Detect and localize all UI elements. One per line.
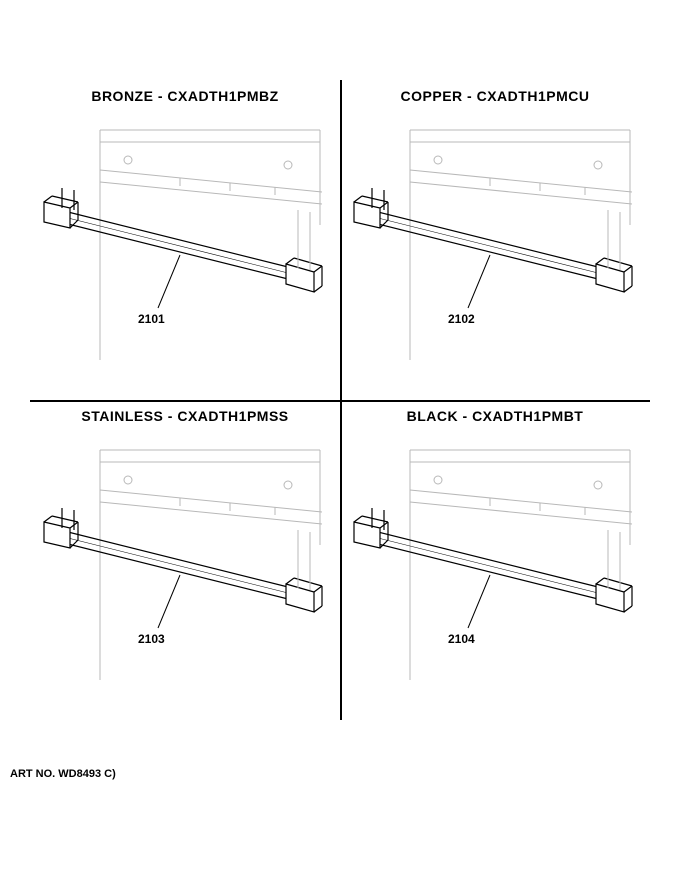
cell-black: BLACK - CXADTH1PMBT 2104 <box>340 400 650 720</box>
cell-bronze: BRONZE - CXADTH1PMBZ 2101 <box>30 80 340 400</box>
cell-title: COPPER - CXADTH1PMCU <box>340 88 650 104</box>
part-number-label: 2101 <box>138 312 165 326</box>
cell-title: BRONZE - CXADTH1PMBZ <box>30 88 340 104</box>
diagram-grid: BRONZE - CXADTH1PMBZ 2101 COPPER - CXADT… <box>30 80 650 720</box>
part-number-label: 2104 <box>448 632 475 646</box>
handle-drawing <box>340 430 650 720</box>
part-number-label: 2102 <box>448 312 475 326</box>
cell-title: BLACK - CXADTH1PMBT <box>340 408 650 424</box>
part-number-label: 2103 <box>138 632 165 646</box>
handle-drawing <box>340 110 650 400</box>
handle-drawing <box>30 110 340 400</box>
handle-drawing <box>30 430 340 720</box>
cell-stainless: STAINLESS - CXADTH1PMSS 2103 <box>30 400 340 720</box>
cell-title: STAINLESS - CXADTH1PMSS <box>30 408 340 424</box>
art-number: ART NO. WD8493 C) <box>10 768 116 780</box>
cell-copper: COPPER - CXADTH1PMCU 2102 <box>340 80 650 400</box>
